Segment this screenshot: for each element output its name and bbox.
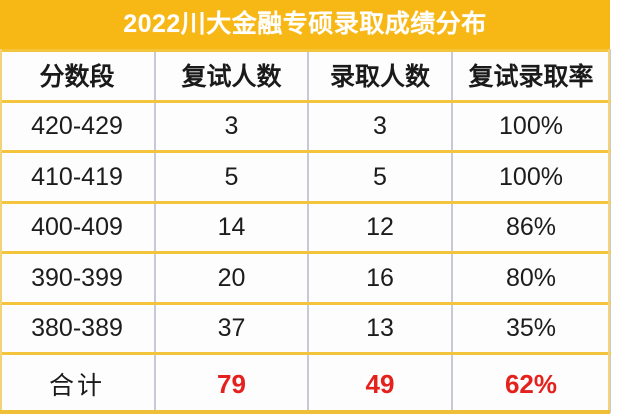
cell-score-range: 400-409 [0,202,156,255]
cell-admit-rate: 35% [452,303,611,356]
cell-retest-count: 3 [155,101,309,154]
cell-total-admitted-count: 49 [308,353,453,413]
column-header-admit-rate: 复试录取率 [452,49,611,103]
cell-admit-rate: 80% [452,252,611,305]
table-row: 390-399 20 16 80% [0,252,611,305]
cell-retest-count: 37 [155,303,309,356]
cell-admitted-count: 5 [308,151,453,204]
cell-retest-count: 5 [155,151,309,204]
table-row: 420-429 3 3 100% [0,101,611,154]
cell-admit-rate: 100% [452,151,611,204]
table-total-row: 合计 79 49 62% [0,353,611,413]
table-bottom-rule [0,410,610,414]
title-banner: 2022川大金融专硕录取成绩分布 [0,0,610,49]
cell-score-range: 420-429 [0,101,156,154]
cell-retest-count: 20 [155,252,309,305]
table-top-rule [0,49,610,52]
score-distribution-table: 分数段 复试人数 录取人数 复试录取率 420-429 3 3 100% 410… [0,49,611,413]
cell-score-range: 380-389 [0,303,156,356]
column-header-retest-count: 复试人数 [155,49,309,103]
cell-retest-count: 14 [155,202,309,255]
score-table-container: 分数段 复试人数 录取人数 复试录取率 420-429 3 3 100% 410… [0,49,611,413]
cell-admitted-count: 12 [308,202,453,255]
cell-admitted-count: 16 [308,252,453,305]
cell-total-retest-count: 79 [155,353,309,413]
column-header-admitted-count: 录取人数 [308,49,453,103]
table-row: 400-409 14 12 86% [0,202,611,255]
cell-score-range: 410-419 [0,151,156,204]
table-left-rule [0,49,2,414]
page-title: 2022川大金融专硕录取成绩分布 [123,10,487,38]
cell-admit-rate: 86% [452,202,611,255]
cell-total-admit-rate: 62% [452,353,611,413]
cell-admitted-count: 3 [308,101,453,154]
cell-admit-rate: 100% [452,101,611,154]
cell-admitted-count: 13 [308,303,453,356]
column-header-score-range: 分数段 [0,49,156,103]
table-row: 380-389 37 13 35% [0,303,611,356]
cell-score-range: 390-399 [0,252,156,305]
table-header-row: 分数段 复试人数 录取人数 复试录取率 [0,49,611,103]
table-right-rule [608,49,610,414]
table-row: 410-419 5 5 100% [0,151,611,204]
cell-total-label: 合计 [0,353,156,413]
